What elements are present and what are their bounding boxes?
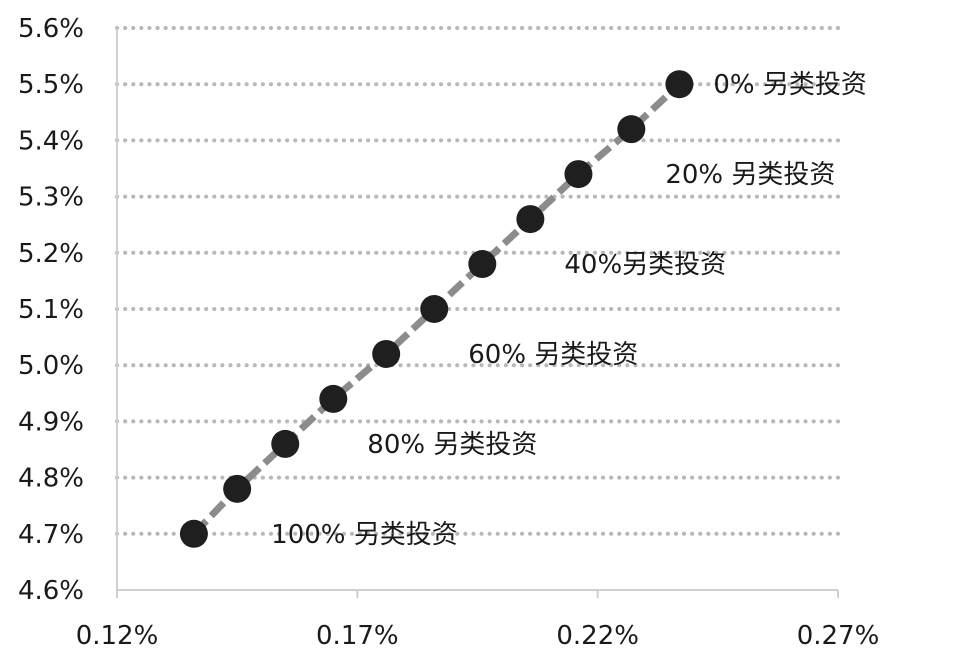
- y-tick-label: 5.2%: [18, 239, 84, 269]
- point-annotation: 0% 另类投资: [713, 70, 867, 100]
- point-annotation: 40%另类投资: [564, 250, 726, 280]
- data-point: [372, 339, 401, 368]
- point-annotation: 20% 另类投资: [665, 160, 835, 190]
- x-tick-label: 0.22%: [556, 621, 639, 651]
- y-tick-label: 4.9%: [18, 407, 84, 437]
- data-point: [617, 115, 646, 144]
- axes: [116, 28, 839, 598]
- x-tick-label: 0.27%: [797, 621, 880, 651]
- data-point: [271, 429, 300, 458]
- point-annotation: 60% 另类投资: [468, 340, 638, 370]
- point-annotation: 100% 另类投资: [271, 520, 458, 550]
- data-point: [468, 250, 497, 279]
- x-tick-labels: 0.12% 0.17% 0.22% 0.27%: [76, 621, 880, 651]
- y-tick-label: 5.5%: [18, 70, 84, 100]
- data-point: [179, 519, 208, 548]
- data-point: [516, 205, 545, 234]
- y-tick-label: 5.3%: [18, 183, 84, 213]
- y-tick-label: 4.8%: [18, 464, 84, 494]
- y-tick-label: 5.1%: [18, 295, 84, 325]
- data-point: [319, 384, 348, 413]
- y-tick-label: 5.6%: [18, 14, 84, 44]
- point-annotation: 80% 另类投资: [367, 430, 537, 460]
- data-point: [665, 70, 694, 99]
- grid: [115, 26, 840, 536]
- y-tick-label: 5.0%: [18, 351, 84, 381]
- annotations: 0% 另类投资 20% 另类投资 40%另类投资 60% 另类投资 80% 另类投资 10…: [271, 70, 867, 550]
- y-tick-label: 5.4%: [18, 126, 84, 156]
- data-point: [564, 160, 593, 189]
- data-points: [179, 70, 694, 548]
- x-tick-label: 0.17%: [316, 621, 399, 651]
- y-tick-label: 4.6%: [18, 576, 84, 606]
- x-tick-label: 0.12%: [76, 621, 159, 651]
- data-point: [223, 474, 252, 503]
- y-tick-label: 4.7%: [18, 520, 84, 550]
- y-tick-labels: 4.6% 4.7% 4.8% 4.9% 5.0% 5.1% 5.2% 5.3% 5.4% 5.5%…: [18, 14, 84, 606]
- data-point: [420, 295, 449, 323]
